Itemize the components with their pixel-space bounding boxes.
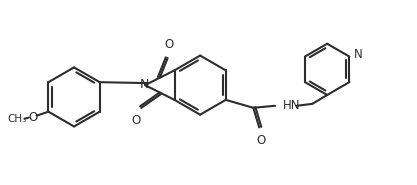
Text: N: N bbox=[354, 48, 363, 61]
Text: N: N bbox=[139, 78, 149, 91]
Text: CH₃: CH₃ bbox=[8, 114, 27, 124]
Text: HN: HN bbox=[283, 99, 300, 112]
Text: O: O bbox=[164, 38, 173, 51]
Text: O: O bbox=[131, 114, 141, 127]
Text: O: O bbox=[256, 134, 266, 147]
Text: O: O bbox=[28, 111, 38, 124]
